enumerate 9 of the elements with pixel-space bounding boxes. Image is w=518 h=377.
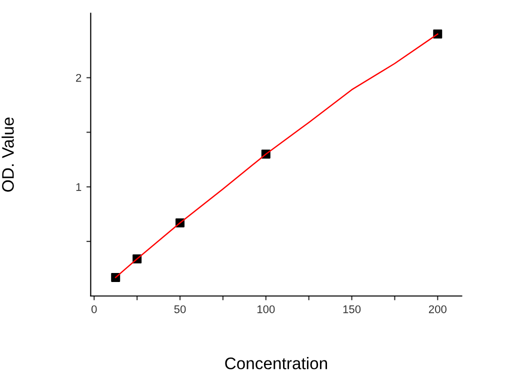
- x-tick-label: 50: [174, 305, 186, 314]
- x-tick-label: 200: [428, 305, 446, 314]
- x-axis-title: Concentration: [225, 357, 328, 370]
- x-tick-label: 100: [257, 305, 275, 314]
- x-tick-label: 150: [343, 305, 361, 314]
- x-tick-label: 0: [91, 305, 97, 314]
- y-axis-title: OD. Value: [2, 118, 14, 192]
- y-tick-label: 1: [76, 183, 82, 191]
- y-tick-label: 2: [76, 74, 82, 82]
